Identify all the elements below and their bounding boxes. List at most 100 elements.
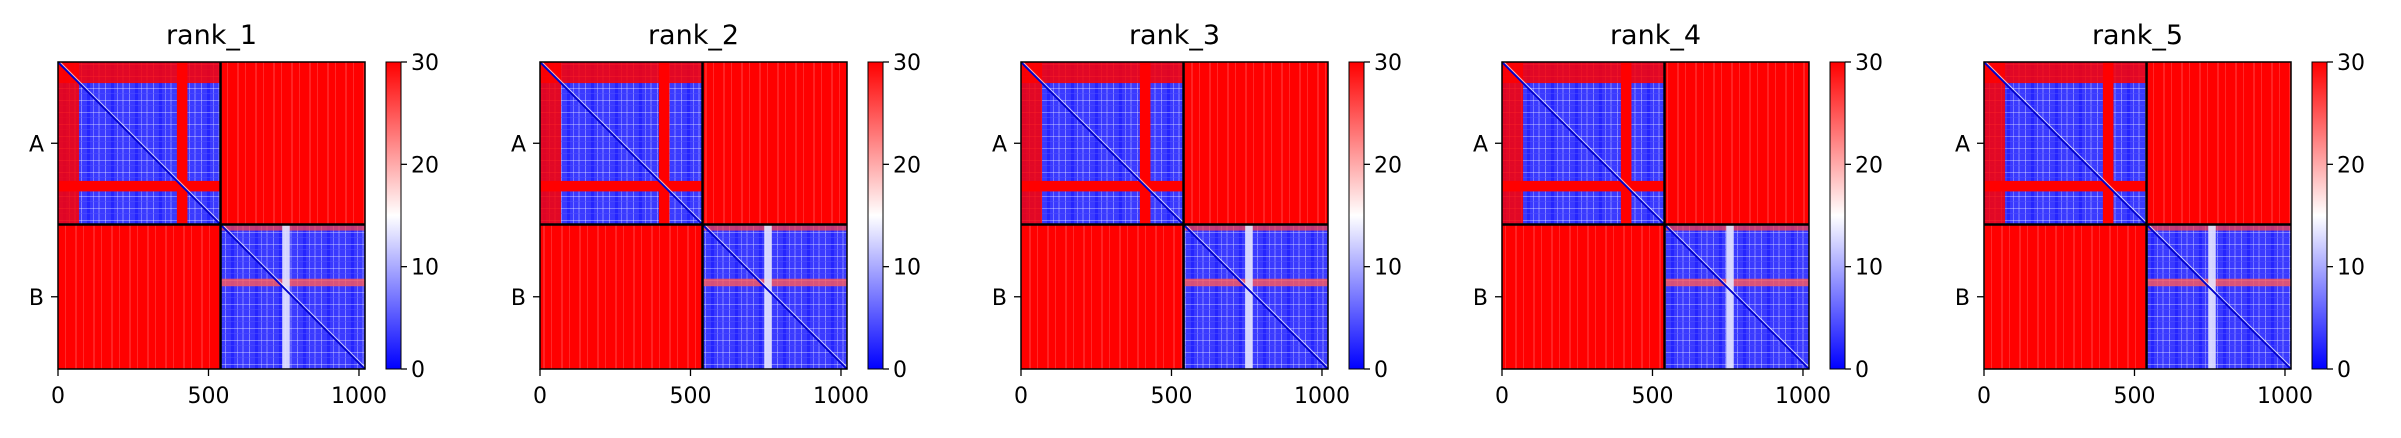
block-A-left-band (58, 62, 80, 225)
colorbar-tick-label: 30 (2337, 51, 2365, 76)
plot-frame (1501, 61, 1810, 370)
block-B-A (1021, 224, 1184, 369)
colorbar-tick-label: 0 (1855, 358, 1869, 383)
colorbar-tick-label: 30 (411, 51, 439, 76)
panel-title: rank_4 (1610, 20, 1701, 51)
block-B-red-band (220, 278, 365, 287)
diagonal (1501, 61, 1810, 370)
block-B-A (1984, 224, 2147, 369)
x-tick-label: 500 (2113, 384, 2155, 409)
colorbar-frame (867, 61, 884, 370)
colorbar-tick-label: 10 (1855, 256, 1883, 281)
x-tick-label: 500 (1631, 384, 1673, 409)
colorbar-frame (385, 61, 402, 370)
colorbar-tick-label: 0 (893, 358, 907, 383)
panel-title: rank_5 (2092, 20, 2183, 51)
plot-frame (57, 61, 366, 370)
colorbar (868, 62, 883, 369)
chain-label-A: A (992, 132, 1007, 157)
chain-label-A: A (1473, 132, 1488, 157)
block-A-gap-column (1139, 62, 1151, 225)
diagonal (1983, 61, 2292, 370)
block-B-stripe (282, 224, 290, 369)
x-tick-label: 0 (1014, 384, 1028, 409)
block-A-gap-row (1021, 180, 1184, 192)
colorbar-tick-label: 20 (893, 153, 921, 178)
pae-panel-1: rank_1 0 500 1000 A B 0 10 20 30 (29, 20, 439, 409)
colorbar (1830, 62, 1845, 369)
x-tick-label: 1000 (331, 384, 387, 409)
diagonal-highlight (1503, 61, 1810, 368)
diagonal-highlight (59, 61, 366, 368)
block-B-top-band (1183, 224, 1328, 231)
block-B-top-band (220, 224, 365, 231)
block-B-red-band (1183, 278, 1328, 287)
pae-panel-2: rank_2 0 500 1000 A B 0 10 20 30 (511, 20, 921, 409)
colorbar-frame (1829, 61, 1846, 370)
block-A-B (1664, 62, 1809, 225)
block-A-left-band (1502, 62, 1524, 225)
diagonal (57, 61, 366, 370)
block-B-red-band (702, 278, 847, 287)
colorbar-tick-label: 30 (1855, 51, 1883, 76)
block-A-top-band (1502, 62, 1665, 84)
x-tick-label: 1000 (813, 384, 869, 409)
colorbar-tick-label: 10 (1374, 256, 1402, 281)
block-A-top-band (1021, 62, 1184, 84)
block-A-gap-column (176, 62, 188, 225)
chain-label-A: A (29, 132, 44, 157)
x-tick-label: 0 (1495, 384, 1509, 409)
block-B-A (540, 224, 703, 369)
pae-panel-4: rank_4 0 500 1000 A B 0 10 20 30 (1473, 20, 1883, 409)
pae-panel-3: rank_3 0 500 1000 A B 0 10 20 30 (992, 20, 1402, 409)
chain-label-B: B (29, 286, 44, 311)
block-A-B (702, 62, 847, 225)
colorbar-tick-label: 10 (893, 256, 921, 281)
colorbar-tick-label: 30 (893, 51, 921, 76)
block-B-red-band (2146, 278, 2291, 287)
chain-label-B: B (1955, 286, 1970, 311)
colorbar-tick-label: 10 (411, 256, 439, 281)
diagonal-highlight (1985, 61, 2292, 368)
plot-frame (539, 61, 848, 370)
colorbar-tick-label: 0 (411, 358, 425, 383)
block-B-stripe (2208, 224, 2216, 369)
colorbar (2312, 62, 2327, 369)
pae-panel-5: rank_5 0 500 1000 A B 0 10 20 30 (1955, 20, 2365, 409)
block-A-gap-column (658, 62, 670, 225)
block-A-gap-row (58, 180, 221, 192)
block-A-gap-column (2102, 62, 2114, 225)
colorbar-tick-label: 20 (1855, 153, 1883, 178)
x-tick-label: 500 (1150, 384, 1192, 409)
colorbar-tick-label: 0 (1374, 358, 1388, 383)
colorbar-tick-label: 20 (1374, 153, 1402, 178)
x-tick-label: 0 (533, 384, 547, 409)
colorbar (1349, 62, 1364, 369)
chain-label-B: B (1473, 286, 1488, 311)
block-A-left-band (540, 62, 562, 225)
colorbar-tick-label: 10 (2337, 256, 2365, 281)
colorbar-tick-label: 20 (2337, 153, 2365, 178)
block-B-top-band (702, 224, 847, 231)
colorbar (386, 62, 401, 369)
colorbar-tick-label: 0 (2337, 358, 2351, 383)
diagonal (539, 61, 848, 370)
block-B-stripe (764, 224, 772, 369)
x-tick-label: 1000 (1775, 384, 1831, 409)
block-A-gap-row (1502, 180, 1665, 192)
chain-label-A: A (511, 132, 526, 157)
plot-frame (1020, 61, 1329, 370)
block-A-top-band (540, 62, 703, 84)
x-tick-label: 500 (187, 384, 229, 409)
block-B-A (58, 224, 221, 369)
colorbar-frame (1348, 61, 1365, 370)
block-B-A (1502, 224, 1665, 369)
colorbar-tick-label: 20 (411, 153, 439, 178)
block-A-gap-column (1620, 62, 1632, 225)
chain-label-B: B (511, 286, 526, 311)
block-A-B (2146, 62, 2291, 225)
x-tick-label: 0 (51, 384, 65, 409)
plot-frame (1983, 61, 2292, 370)
block-B-top-band (2146, 224, 2291, 231)
